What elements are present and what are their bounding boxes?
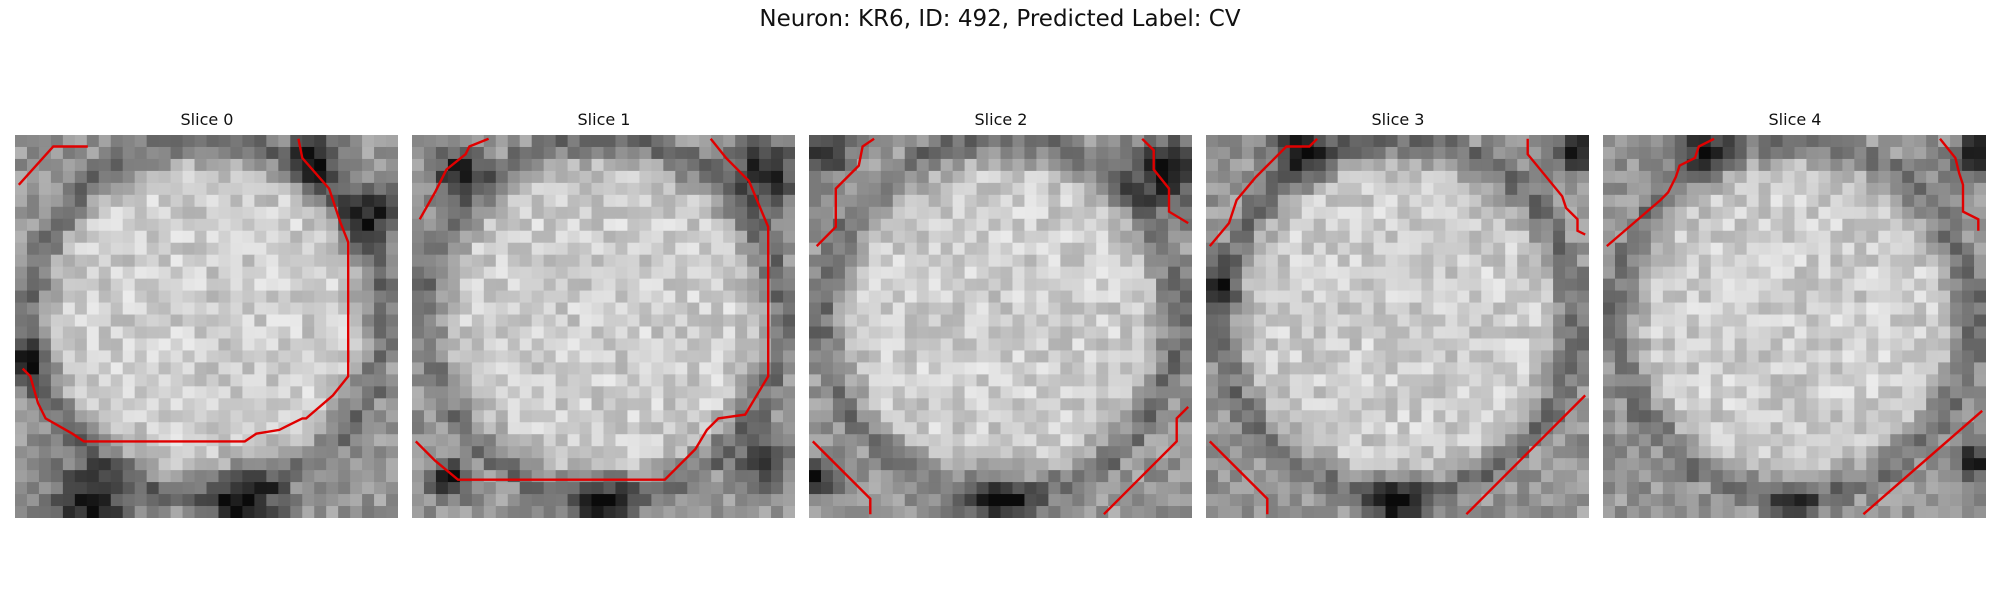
- slice-panel-2: Slice 2: [809, 109, 1193, 518]
- contour-line: [17, 145, 88, 186]
- contour-line: [1526, 138, 1586, 236]
- slice-panel-3: Slice 3: [1206, 109, 1590, 518]
- contour-line: [1606, 137, 1715, 248]
- slice-title: Slice 1: [577, 110, 631, 129]
- slice-title: Slice 0: [180, 110, 234, 129]
- contour-line: [1465, 394, 1587, 516]
- contour-line: [1862, 409, 1983, 516]
- contour-line: [21, 138, 350, 443]
- contour-line: [1208, 137, 1318, 247]
- slice-panel-0: Slice 0: [15, 109, 399, 518]
- slice-image: [1206, 135, 1589, 518]
- figure-title: Neuron: KR6, ID: 492, Predicted Label: C…: [759, 6, 1241, 32]
- slice-title: Slice 3: [1371, 110, 1425, 129]
- slice-image: [15, 135, 398, 518]
- slice-title: Slice 4: [1768, 110, 1822, 129]
- contour-line: [418, 137, 490, 220]
- slice-title: Slice 2: [974, 110, 1028, 129]
- contour-line: [811, 440, 872, 515]
- slice-image: [1603, 135, 1986, 518]
- slice-image: [809, 135, 1192, 518]
- contour-line: [414, 138, 770, 481]
- contour-line: [815, 137, 875, 247]
- slice-panel-1: Slice 1: [412, 109, 796, 518]
- slice-panel-4: Slice 4: [1603, 109, 1987, 518]
- contour-line: [1103, 406, 1190, 516]
- contour-line: [1141, 137, 1189, 225]
- contour-line: [1208, 440, 1269, 515]
- contour-line: [1939, 138, 1980, 231]
- slice-image: [412, 135, 795, 518]
